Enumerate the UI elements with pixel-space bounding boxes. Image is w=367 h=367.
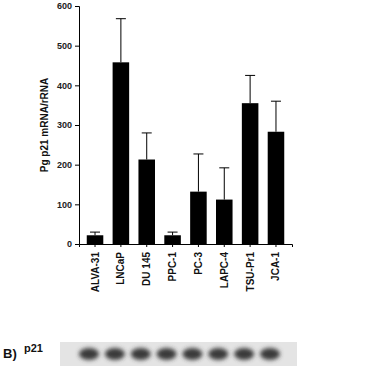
gel-band xyxy=(131,348,151,360)
y-tick-mark xyxy=(75,244,79,245)
y-tick: 0 xyxy=(67,239,79,249)
y-tick: 400 xyxy=(57,81,79,91)
x-tick-mark xyxy=(146,244,147,247)
y-tick-label: 400 xyxy=(57,81,72,91)
gel-band xyxy=(260,348,280,360)
x-tick: LAPC-4 xyxy=(219,244,230,288)
y-tick-label: 500 xyxy=(57,41,72,51)
row-label: p21 xyxy=(24,342,43,354)
error-bar-stem xyxy=(120,19,121,63)
error-bar xyxy=(193,154,203,192)
error-bar xyxy=(271,101,281,132)
bar xyxy=(138,160,155,244)
error-bar xyxy=(245,75,255,103)
y-tick: 100 xyxy=(57,200,79,210)
y-tick-label: 600 xyxy=(57,1,72,11)
x-tick-mark xyxy=(198,244,199,247)
plot-area xyxy=(87,19,284,244)
error-bar-stem xyxy=(275,101,276,132)
error-bar xyxy=(142,133,152,160)
x-tick: TSU-Pr1 xyxy=(245,244,256,291)
x-tick: PC-3 xyxy=(193,244,204,275)
x-tick-mark xyxy=(250,244,251,247)
x-tick-label: PPC-1 xyxy=(167,252,178,282)
x-axis: ALVA-31 LNCaP DU 145 PPC-1 PC-3 LAPC-4 TSU-Pr1… xyxy=(80,244,293,292)
error-bar-cap xyxy=(193,153,203,154)
x-tick: DU 145 xyxy=(141,244,152,286)
y-axis-title: Pg p21 mRNA/rRNA xyxy=(39,78,50,172)
x-tick-mark xyxy=(224,244,225,247)
x-tick: JCA-1 xyxy=(270,244,281,281)
y-tick-mark xyxy=(75,204,79,205)
y-tick: 300 xyxy=(57,120,79,130)
error-bar-cap xyxy=(219,167,229,168)
y-tick: 200 xyxy=(57,160,79,170)
error-bar-cap xyxy=(142,132,152,133)
x-tick: ALVA-31 xyxy=(90,244,101,292)
y-tick-mark xyxy=(75,125,79,126)
x-axis-line xyxy=(80,245,293,248)
x-tick-label: TSU-Pr1 xyxy=(245,252,256,292)
error-bar xyxy=(90,232,100,235)
gel-band xyxy=(208,348,228,360)
error-bar-cap xyxy=(90,232,100,233)
y-tick-mark xyxy=(75,6,79,7)
error-bar-stem xyxy=(198,154,199,192)
y-tick-label: 100 xyxy=(57,200,72,210)
y-tick-mark xyxy=(75,85,79,86)
error-bar-stem xyxy=(224,168,225,200)
error-bar-cap xyxy=(271,101,281,102)
bar xyxy=(113,62,130,244)
y-axis-line xyxy=(75,7,80,245)
chart: 0 100 200 300 400 500 600 ALVA-31 LNCaP DU 145 PPC… xyxy=(0,0,367,367)
y-axis: 0 100 200 300 400 500 600 xyxy=(57,1,80,249)
x-tick-label: LNCaP xyxy=(115,252,126,285)
gel-bands xyxy=(79,348,280,360)
bar xyxy=(216,200,233,244)
x-tick-label: PC-3 xyxy=(193,252,204,275)
gel-band xyxy=(79,348,99,360)
x-tick-label: ALVA-31 xyxy=(90,252,101,293)
y-tick: 600 xyxy=(57,1,79,11)
bar xyxy=(242,103,259,244)
gel-band xyxy=(157,348,177,360)
x-tick-mark xyxy=(95,244,96,247)
y-tick: 500 xyxy=(57,41,79,51)
y-tick-label: 300 xyxy=(57,120,72,130)
x-tick-mark xyxy=(120,244,121,247)
x-tick-mark xyxy=(172,244,173,247)
error-bar-stem xyxy=(146,133,147,160)
bar xyxy=(190,192,207,244)
error-bar xyxy=(219,168,229,200)
y-tick-label: 0 xyxy=(67,239,72,249)
gel-band xyxy=(182,348,202,360)
error-bar-cap xyxy=(116,18,126,19)
error-bar-cap xyxy=(168,232,178,233)
x-tick-mark xyxy=(275,244,276,247)
x-tick: LNCaP xyxy=(115,244,126,285)
x-tick-label: DU 145 xyxy=(141,252,152,286)
error-bar-stem xyxy=(250,75,251,103)
error-bar xyxy=(116,19,126,63)
x-tick: PPC-1 xyxy=(167,244,178,281)
y-tick-label: 200 xyxy=(57,160,72,170)
error-bar xyxy=(168,232,178,235)
bar xyxy=(164,235,181,244)
bar xyxy=(268,132,285,244)
gel-background xyxy=(60,342,297,366)
x-tick-label: LAPC-4 xyxy=(219,252,230,289)
y-tick-mark xyxy=(75,165,79,166)
y-tick-mark xyxy=(75,46,79,47)
gel-band xyxy=(234,348,254,360)
bar xyxy=(87,235,104,244)
panel-label: B) xyxy=(3,346,17,361)
error-bar-cap xyxy=(245,75,255,76)
gel-band xyxy=(105,348,125,360)
x-tick-label: JCA-1 xyxy=(270,252,281,281)
